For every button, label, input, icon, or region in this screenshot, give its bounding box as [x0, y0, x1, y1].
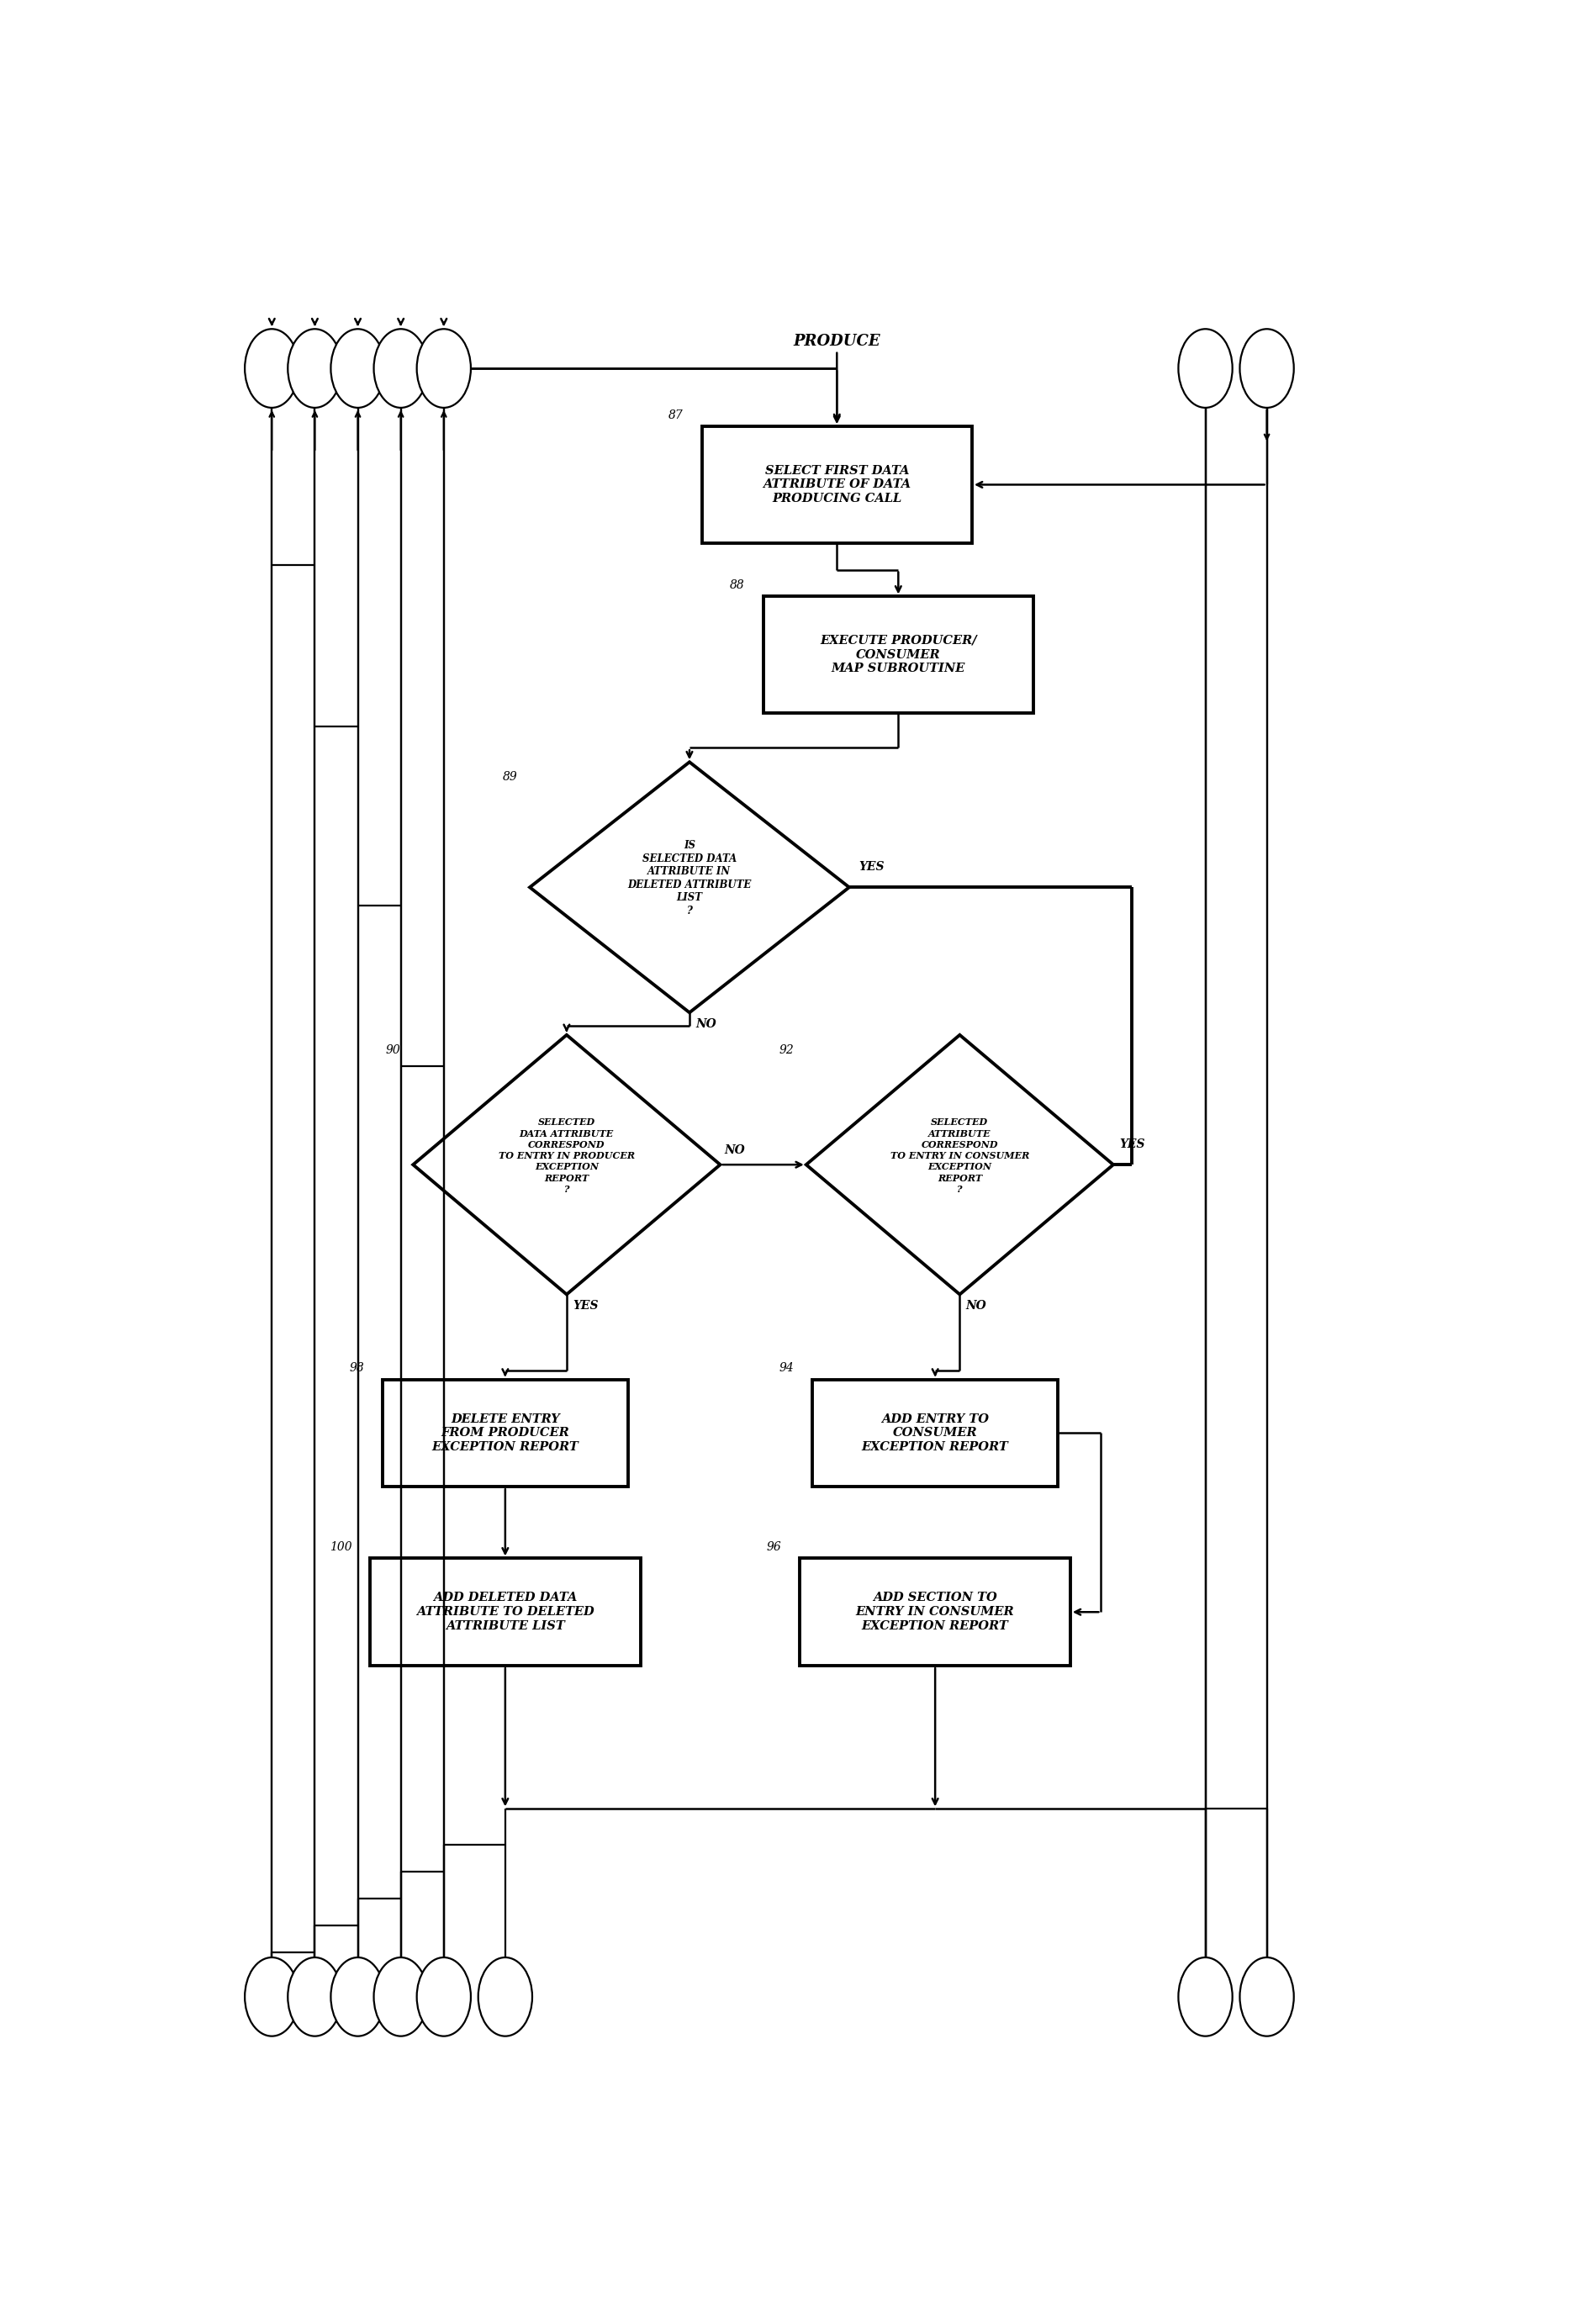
Text: NO: NO: [965, 1299, 987, 1311]
Text: 90: 90: [385, 1043, 401, 1055]
Text: B: B: [311, 363, 320, 374]
Text: YES: YES: [572, 1299, 599, 1311]
Circle shape: [288, 1957, 342, 2036]
Text: 98: 98: [349, 1362, 365, 1373]
Circle shape: [331, 1957, 385, 2036]
Polygon shape: [529, 762, 850, 1013]
Text: 89: 89: [502, 772, 517, 783]
Text: H: H: [266, 1992, 277, 2003]
Circle shape: [1178, 1957, 1233, 2036]
Circle shape: [1239, 330, 1293, 407]
Text: D: D: [396, 363, 406, 374]
Text: ADD ENTRY TO
CONSUMER
EXCEPTION REPORT: ADD ENTRY TO CONSUMER EXCEPTION REPORT: [862, 1413, 1008, 1452]
Bar: [764, 597, 1033, 713]
Circle shape: [417, 330, 471, 407]
Circle shape: [244, 1957, 300, 2036]
Circle shape: [1178, 330, 1233, 407]
Text: O: O: [1262, 1992, 1271, 2003]
Text: A: A: [268, 363, 276, 374]
Circle shape: [288, 330, 342, 407]
Circle shape: [479, 1957, 533, 2036]
Polygon shape: [807, 1034, 1113, 1294]
Bar: [813, 1380, 1059, 1487]
Circle shape: [244, 330, 300, 407]
Circle shape: [374, 330, 428, 407]
Text: M: M: [499, 1992, 512, 2003]
Text: E: E: [439, 363, 449, 374]
Text: NO: NO: [724, 1143, 745, 1155]
Text: YES: YES: [859, 862, 884, 874]
Bar: [702, 428, 972, 544]
Text: 96: 96: [767, 1541, 781, 1552]
Text: 92: 92: [778, 1043, 794, 1055]
Text: 88: 88: [729, 579, 745, 590]
Text: ADD DELETED DATA
ATTRIBUTE TO DELETED
ATTRIBUTE LIST: ADD DELETED DATA ATTRIBUTE TO DELETED AT…: [417, 1592, 594, 1631]
Text: 94: 94: [778, 1362, 794, 1373]
Text: PRODUCE: PRODUCE: [794, 335, 880, 349]
Text: G: G: [1262, 363, 1271, 374]
Text: L: L: [439, 1992, 449, 2003]
Polygon shape: [414, 1034, 720, 1294]
Text: ADD SECTION TO
ENTRY IN CONSUMER
EXCEPTION REPORT: ADD SECTION TO ENTRY IN CONSUMER EXCEPTI…: [856, 1592, 1014, 1631]
Text: DELETE ENTRY
FROM PRODUCER
EXCEPTION REPORT: DELETE ENTRY FROM PRODUCER EXCEPTION REP…: [431, 1413, 579, 1452]
Bar: [369, 1559, 640, 1666]
Text: NO: NO: [696, 1018, 716, 1030]
Text: EXECUTE PRODUCER/
CONSUMER
MAP SUBROUTINE: EXECUTE PRODUCER/ CONSUMER MAP SUBROUTIN…: [819, 634, 976, 674]
Bar: [800, 1559, 1070, 1666]
Circle shape: [1239, 1957, 1293, 2036]
Text: SELECT FIRST DATA
ATTRIBUTE OF DATA
PRODUCING CALL: SELECT FIRST DATA ATTRIBUTE OF DATA PROD…: [762, 465, 911, 504]
Circle shape: [417, 1957, 471, 2036]
Text: F: F: [1201, 363, 1209, 374]
Text: SELECTED
ATTRIBUTE
CORRESPOND
TO ENTRY IN CONSUMER
EXCEPTION
REPORT
?: SELECTED ATTRIBUTE CORRESPOND TO ENTRY I…: [891, 1118, 1029, 1195]
Text: YES: YES: [1119, 1139, 1144, 1150]
Circle shape: [331, 330, 385, 407]
Text: N: N: [1200, 1992, 1211, 2003]
Text: SELECTED
DATA ATTRIBUTE
CORRESPOND
TO ENTRY IN PRODUCER
EXCEPTION
REPORT
?: SELECTED DATA ATTRIBUTE CORRESPOND TO EN…: [498, 1118, 636, 1195]
Circle shape: [374, 1957, 428, 2036]
Text: IS
SELECTED DATA
ATTRIBUTE IN
DELETED ATTRIBUTE
LIST
?: IS SELECTED DATA ATTRIBUTE IN DELETED AT…: [628, 841, 751, 916]
Text: 100: 100: [330, 1541, 352, 1552]
Text: 87: 87: [669, 409, 683, 421]
Text: I: I: [312, 1992, 317, 2003]
Bar: [382, 1380, 628, 1487]
Text: C: C: [353, 363, 363, 374]
Text: K: K: [396, 1992, 406, 2003]
Text: J: J: [355, 1992, 361, 2003]
